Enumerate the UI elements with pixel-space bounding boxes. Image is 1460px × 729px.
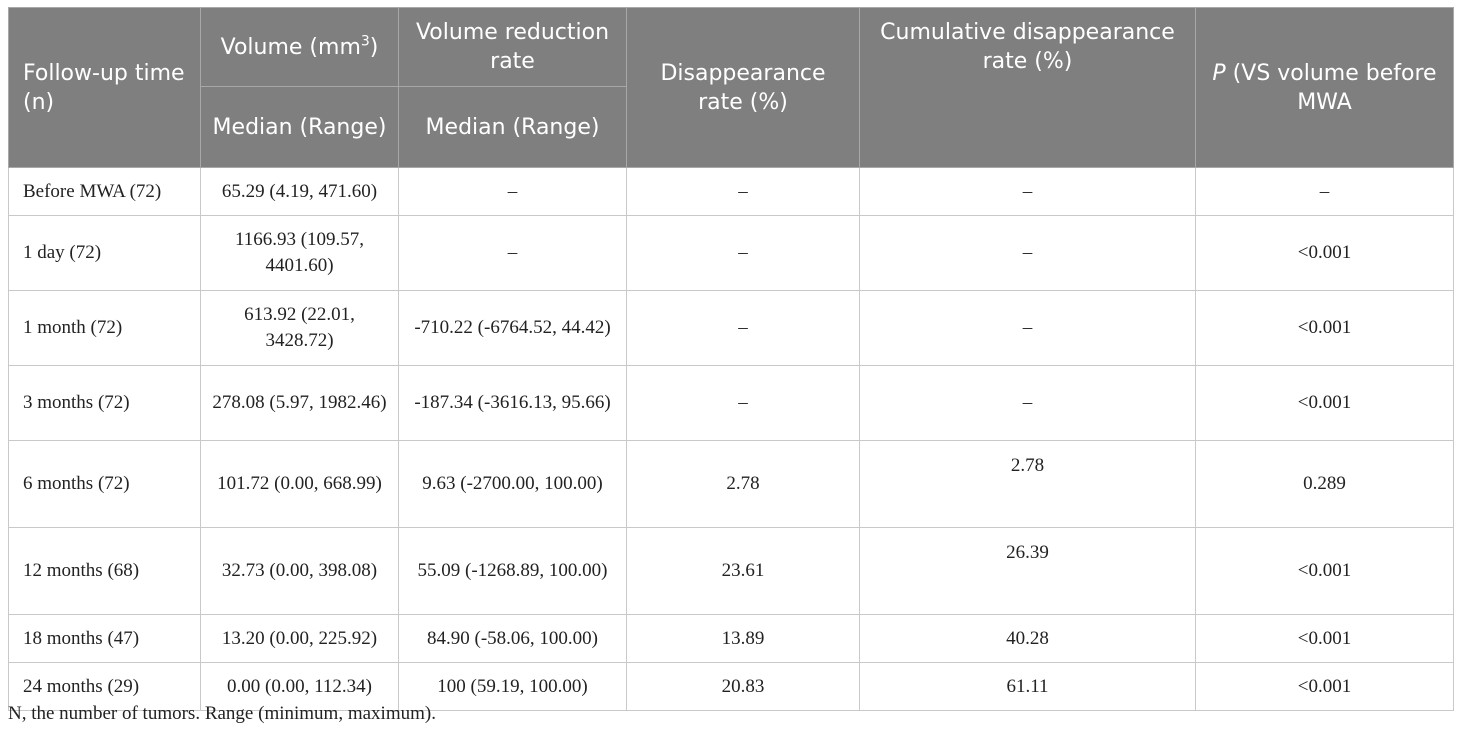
table-row: Before MWA (72) 65.29 (4.19, 471.60) – –… [8, 167, 1454, 216]
cell-cumulative: 26.39 [859, 527, 1196, 615]
cell-volume: 65.29 (4.19, 471.60) [200, 167, 399, 216]
cell-cumulative: – [859, 365, 1196, 441]
cell-disappearance: 23.61 [626, 527, 860, 615]
header-volume-median-range: Median (Range) [200, 86, 399, 168]
cell-disappearance: 20.83 [626, 662, 860, 711]
cell-volume: 101.72 (0.00, 668.99) [200, 440, 399, 528]
cell-cumulative: – [859, 215, 1196, 291]
header-reduction-median-range: Median (Range) [398, 86, 627, 168]
cell-time: 1 month (72) [8, 290, 201, 366]
table-row: 3 months (72) 278.08 (5.97, 1982.46) -18… [8, 365, 1454, 441]
cell-reduction: -710.22 (-6764.52, 44.42) [398, 290, 627, 366]
cell-time: Before MWA (72) [8, 167, 201, 216]
header-cumulative-disappearance-rate: Cumulative disappearance rate (%) [859, 7, 1196, 168]
cell-time: 24 months (29) [8, 662, 201, 711]
cell-p-value: <0.001 [1195, 365, 1454, 441]
results-table: Follow-up time (n) Volume (mm3) Volume r… [8, 7, 1454, 711]
cell-disappearance: 2.78 [626, 440, 860, 528]
cell-p-value: <0.001 [1195, 662, 1454, 711]
cell-volume: 278.08 (5.97, 1982.46) [200, 365, 399, 441]
cell-disappearance: – [626, 215, 860, 291]
cell-p-value: <0.001 [1195, 614, 1454, 663]
header-volume: Volume (mm3) [200, 7, 399, 87]
cell-cumulative: 2.78 [859, 440, 1196, 528]
table-row: 18 months (47) 13.20 (0.00, 225.92) 84.9… [8, 614, 1454, 663]
cell-reduction: – [398, 167, 627, 216]
cell-p-value: <0.001 [1195, 290, 1454, 366]
cell-disappearance: 13.89 [626, 614, 860, 663]
cell-volume: 13.20 (0.00, 225.92) [200, 614, 399, 663]
cell-cumulative: – [859, 167, 1196, 216]
cell-time: 12 months (68) [8, 527, 201, 615]
cell-reduction: – [398, 215, 627, 291]
cell-disappearance: – [626, 365, 860, 441]
table-row: 24 months (29) 0.00 (0.00, 112.34) 100 (… [8, 662, 1454, 711]
cell-p-value: – [1195, 167, 1454, 216]
header-p-value: P (VS volume before MWA [1195, 7, 1454, 168]
cell-reduction: -187.34 (-3616.13, 95.66) [398, 365, 627, 441]
table-footnote: N, the number of tumors. Range (minimum,… [8, 703, 436, 724]
header-volume-superscript: 3 [360, 33, 370, 50]
cell-cumulative: 61.11 [859, 662, 1196, 711]
cell-p-value: <0.001 [1195, 527, 1454, 615]
header-p-rest: (VS volume before MWA [1225, 60, 1437, 115]
cell-time: 6 months (72) [8, 440, 201, 528]
table-row: 6 months (72) 101.72 (0.00, 668.99) 9.63… [8, 440, 1454, 528]
cell-reduction: 84.90 (-58.06, 100.00) [398, 614, 627, 663]
table-row: 1 day (72) 1166.93 (109.57, 4401.60) – –… [8, 215, 1454, 291]
cell-cumulative: – [859, 290, 1196, 366]
table-row: 12 months (68) 32.73 (0.00, 398.08) 55.0… [8, 527, 1454, 615]
header-p-italic: P [1212, 60, 1226, 86]
header-disappearance-rate: Disappearance rate (%) [626, 7, 860, 168]
cell-disappearance: – [626, 167, 860, 216]
cell-reduction: 9.63 (-2700.00, 100.00) [398, 440, 627, 528]
cell-p-value: <0.001 [1195, 215, 1454, 291]
cell-disappearance: – [626, 290, 860, 366]
cell-time: 3 months (72) [8, 365, 201, 441]
table-row: 1 month (72) 613.92 (22.01, 3428.72) -71… [8, 290, 1454, 366]
cell-time: 1 day (72) [8, 215, 201, 291]
cell-volume: 0.00 (0.00, 112.34) [200, 662, 399, 711]
cell-p-value: 0.289 [1195, 440, 1454, 528]
header-followup-time: Follow-up time (n) [8, 7, 201, 168]
cell-reduction: 55.09 (-1268.89, 100.00) [398, 527, 627, 615]
cell-volume: 1166.93 (109.57, 4401.60) [200, 215, 399, 291]
cell-volume: 32.73 (0.00, 398.08) [200, 527, 399, 615]
cell-cumulative: 40.28 [859, 614, 1196, 663]
cell-time: 18 months (47) [8, 614, 201, 663]
cell-volume: 613.92 (22.01, 3428.72) [200, 290, 399, 366]
header-volume-reduction-rate: Volume reduction rate [398, 7, 627, 87]
